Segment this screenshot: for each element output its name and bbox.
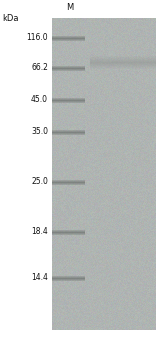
Text: 18.4: 18.4 [31,227,48,237]
Text: M: M [66,3,74,12]
Text: 45.0: 45.0 [31,96,48,104]
Text: 116.0: 116.0 [26,33,48,43]
Text: 25.0: 25.0 [31,177,48,187]
Text: 35.0: 35.0 [31,127,48,137]
Text: kDa: kDa [2,14,19,23]
Text: 14.4: 14.4 [31,273,48,283]
Text: 66.2: 66.2 [31,64,48,72]
